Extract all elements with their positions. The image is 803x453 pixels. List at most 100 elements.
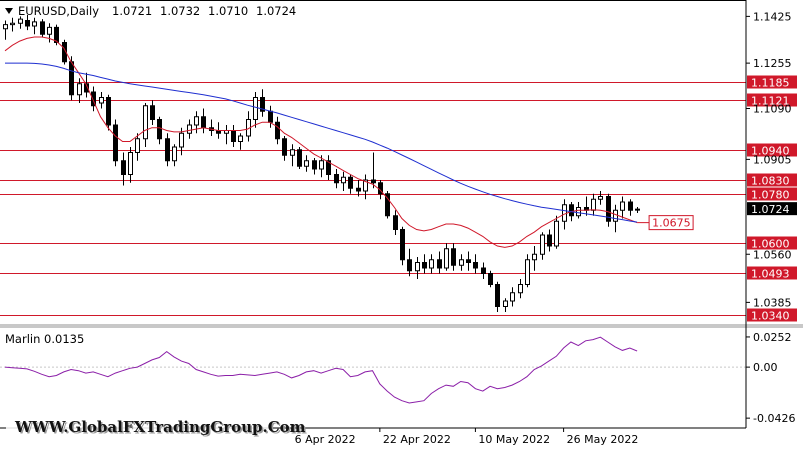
candle-body-down	[69, 61, 74, 96]
candle	[385, 191, 390, 219]
time-axis[interactable]: 6 Apr 2022 22 Apr 2022 10 May 2022 26 May 2…	[291, 428, 639, 446]
candle	[290, 144, 295, 167]
candle	[606, 193, 611, 227]
price-tick-label: 1.0385	[753, 296, 792, 309]
candle-body-up	[613, 209, 618, 222]
ma-value-box	[648, 215, 694, 231]
candle-body-up	[304, 160, 309, 167]
candle-body-up	[503, 300, 508, 307]
candle-body-up	[459, 259, 464, 266]
candle	[415, 257, 420, 279]
candle-body-up	[576, 207, 581, 217]
candle	[172, 144, 177, 167]
candle-body-up	[598, 196, 603, 200]
candle	[238, 133, 243, 150]
candle-body-up	[532, 253, 537, 261]
candle-body-down	[84, 83, 89, 93]
candle-body-up	[99, 97, 104, 104]
candle-body-down	[231, 130, 236, 142]
time-tick-label: 6 Apr 2022	[295, 433, 356, 446]
watermark-text: WWW.GlobalFXTradingGroup.Com	[14, 418, 306, 436]
ma-slow-line	[5, 62, 638, 223]
candle	[187, 119, 192, 139]
candle-body-down	[40, 21, 45, 35]
candle-body-up	[620, 201, 625, 211]
candle-body-up	[47, 26, 52, 35]
candle-body-up	[18, 18, 23, 24]
oscillator-tick-label: -0.0426	[753, 412, 795, 425]
candle	[47, 23, 52, 43]
candle	[591, 193, 596, 216]
candle-body-down	[348, 176, 353, 189]
candle	[393, 210, 398, 235]
oscillator-axis[interactable]: 0.0252 0.00 -0.0426	[746, 331, 795, 425]
candle-body-up	[554, 220, 559, 247]
candle-body-down	[275, 121, 280, 140]
candle-body-up	[3, 24, 8, 30]
candle-body-down	[150, 105, 155, 120]
level-price-label: 1.0493	[751, 268, 790, 281]
candle	[429, 254, 434, 274]
candle-body-down	[407, 259, 412, 272]
level-price-tag	[747, 93, 797, 107]
candle	[113, 119, 118, 167]
level-price-tag	[747, 236, 797, 250]
ohlc-close: 1.0724	[256, 4, 296, 18]
candle-body-down	[400, 229, 405, 261]
level-price-label: 1.0600	[751, 238, 790, 251]
candle	[194, 111, 199, 134]
candle-body-down	[282, 138, 287, 156]
watermark: WWW.GlobalFXTradingGroup.Com WWW.GlobalF…	[6, 413, 307, 445]
candle	[10, 17, 15, 32]
level-lines	[0, 82, 746, 316]
candle	[422, 254, 427, 274]
candle	[341, 171, 346, 191]
level-price-tag	[747, 75, 797, 89]
candle	[503, 298, 508, 312]
candle	[635, 206, 640, 213]
candle	[363, 174, 368, 200]
candle-body-down	[393, 215, 398, 230]
level-price-label: 1.1121	[751, 95, 790, 108]
candle-body-up	[194, 116, 199, 126]
watermark-background	[6, 413, 270, 445]
candle	[18, 16, 23, 29]
candle-body-down	[495, 284, 500, 307]
candle-body-up	[363, 179, 368, 192]
candle-body-up	[290, 149, 295, 156]
candle	[488, 270, 493, 288]
level-price-label: 1.0940	[751, 145, 790, 158]
price-tick-label: 1.0905	[753, 153, 792, 166]
candle	[121, 152, 126, 186]
pane-separator[interactable]	[0, 324, 803, 328]
price-pane: 1.0675	[0, 15, 746, 316]
candle-body-down	[312, 160, 317, 170]
chart-menu-triangle-icon[interactable]	[5, 8, 13, 14]
candle-body-down	[106, 97, 111, 126]
ohlc-high: 1.0732	[160, 4, 200, 18]
candle-body-down	[628, 201, 633, 211]
time-tick-label: 26 May 2022	[567, 433, 639, 446]
candle	[444, 243, 449, 271]
candle	[165, 133, 170, 167]
candle	[525, 254, 530, 288]
level-price-tag	[747, 173, 797, 187]
candlesticks	[3, 15, 640, 312]
candle-body-down	[334, 174, 339, 184]
oscillator-pane: Marlin 0.0135	[0, 332, 746, 404]
candle-body-down	[422, 262, 427, 269]
ma-fast-line	[4, 36, 638, 248]
price-tick-label: 1.1425	[753, 10, 792, 23]
candle	[150, 100, 155, 125]
candle-body-down	[113, 124, 118, 162]
candle-body-up	[77, 83, 82, 96]
candle-body-down	[157, 119, 162, 140]
price-tick-label: 1.0560	[753, 248, 792, 261]
candle	[275, 116, 280, 145]
price-tick-label: 1.1090	[753, 103, 792, 116]
candle	[282, 136, 287, 161]
current-price-tag	[747, 202, 797, 216]
candle	[77, 78, 82, 103]
candle-body-up	[429, 259, 434, 269]
